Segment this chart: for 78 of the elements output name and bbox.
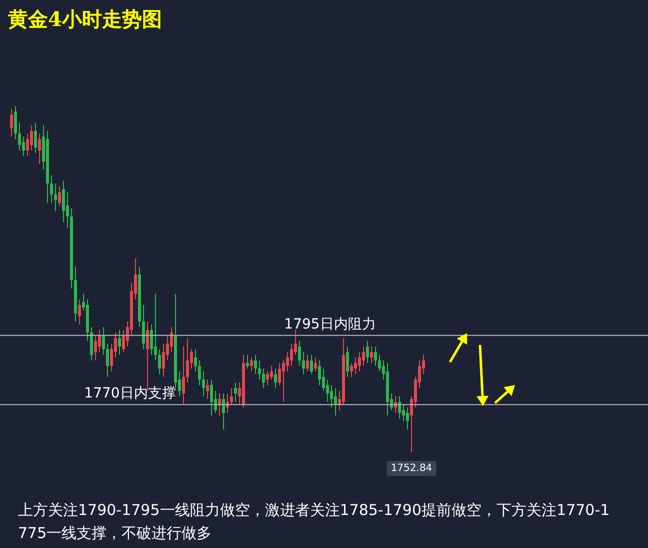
candlestick [314, 357, 317, 372]
candlestick [206, 379, 209, 400]
candlestick [346, 346, 349, 378]
candlestick [182, 346, 185, 406]
candlestick [26, 133, 29, 156]
candlestick [230, 387, 233, 406]
candlestick [142, 304, 145, 350]
candlestick [218, 393, 221, 416]
candlestick [98, 329, 101, 353]
candlestick [374, 346, 377, 366]
chart-title: 黄金4小时走势图 [7, 7, 162, 31]
candlestick [370, 346, 373, 364]
candlestick [378, 354, 381, 372]
candlestick [322, 368, 325, 392]
candlestick [30, 124, 33, 151]
candlestick [14, 106, 17, 140]
candlestick [22, 136, 25, 156]
candlestick [58, 186, 61, 206]
candlestick [170, 326, 173, 353]
candlestick [194, 348, 197, 372]
candlestick [122, 329, 125, 353]
candlestick [254, 354, 257, 375]
candlestick [34, 122, 37, 154]
candlestick [118, 329, 121, 356]
candlestick [270, 365, 273, 380]
candlestick [10, 108, 13, 137]
candlestick [50, 174, 53, 204]
candlestick [18, 122, 21, 151]
candlestick [222, 393, 225, 430]
candlestick [290, 343, 293, 366]
candlestick [258, 360, 261, 380]
candlestick [286, 352, 289, 372]
candlestick [318, 360, 321, 386]
candlestick [158, 348, 161, 375]
ref-line-label: 1770日内支撑 [84, 386, 176, 402]
candlestick [250, 357, 253, 372]
candlestick [366, 340, 369, 364]
candlestick [398, 396, 401, 419]
candlestick [102, 326, 105, 356]
candlestick [350, 362, 353, 378]
candlestick [354, 357, 357, 375]
candlestick [198, 360, 201, 386]
candlestick [302, 352, 305, 375]
candlestick [334, 387, 337, 416]
candlestick [94, 334, 97, 361]
annotation: 1752.84 [390, 463, 432, 474]
candlestick [278, 362, 281, 386]
candlestick [274, 368, 277, 388]
candlestick [210, 379, 213, 416]
candlestick [330, 384, 333, 408]
ref-line-label: 1795日内阻力 [284, 316, 376, 332]
candlestick [402, 404, 405, 422]
candlestick [358, 352, 361, 372]
candlestick [246, 354, 249, 370]
candlestick [66, 191, 69, 228]
candlestick [262, 368, 265, 388]
text: 上方关注1790-1795一线阻力做空，激进者关注1785-1790提前做空，下方关注1770-1775一线支撑，不破进行做多 [18, 501, 610, 542]
candlestick [362, 346, 365, 366]
candlestick [62, 180, 65, 223]
candlestick [154, 293, 157, 361]
candlestick [298, 340, 301, 366]
candlestick [54, 183, 57, 212]
candlestick [106, 343, 109, 378]
candlestick [306, 354, 309, 372]
candlestick [266, 370, 269, 386]
candlestick [146, 321, 149, 392]
candlestick [186, 338, 189, 383]
candlestick [162, 343, 165, 378]
candlestick [406, 406, 409, 430]
candlestick [90, 326, 93, 361]
candlestick [282, 360, 285, 402]
candlestick [38, 133, 41, 165]
candlestick [234, 382, 237, 402]
candlestick [326, 379, 329, 402]
candlestick [310, 354, 313, 375]
candlestick [202, 370, 205, 397]
candlestick [150, 324, 153, 356]
candlestick [78, 298, 81, 325]
